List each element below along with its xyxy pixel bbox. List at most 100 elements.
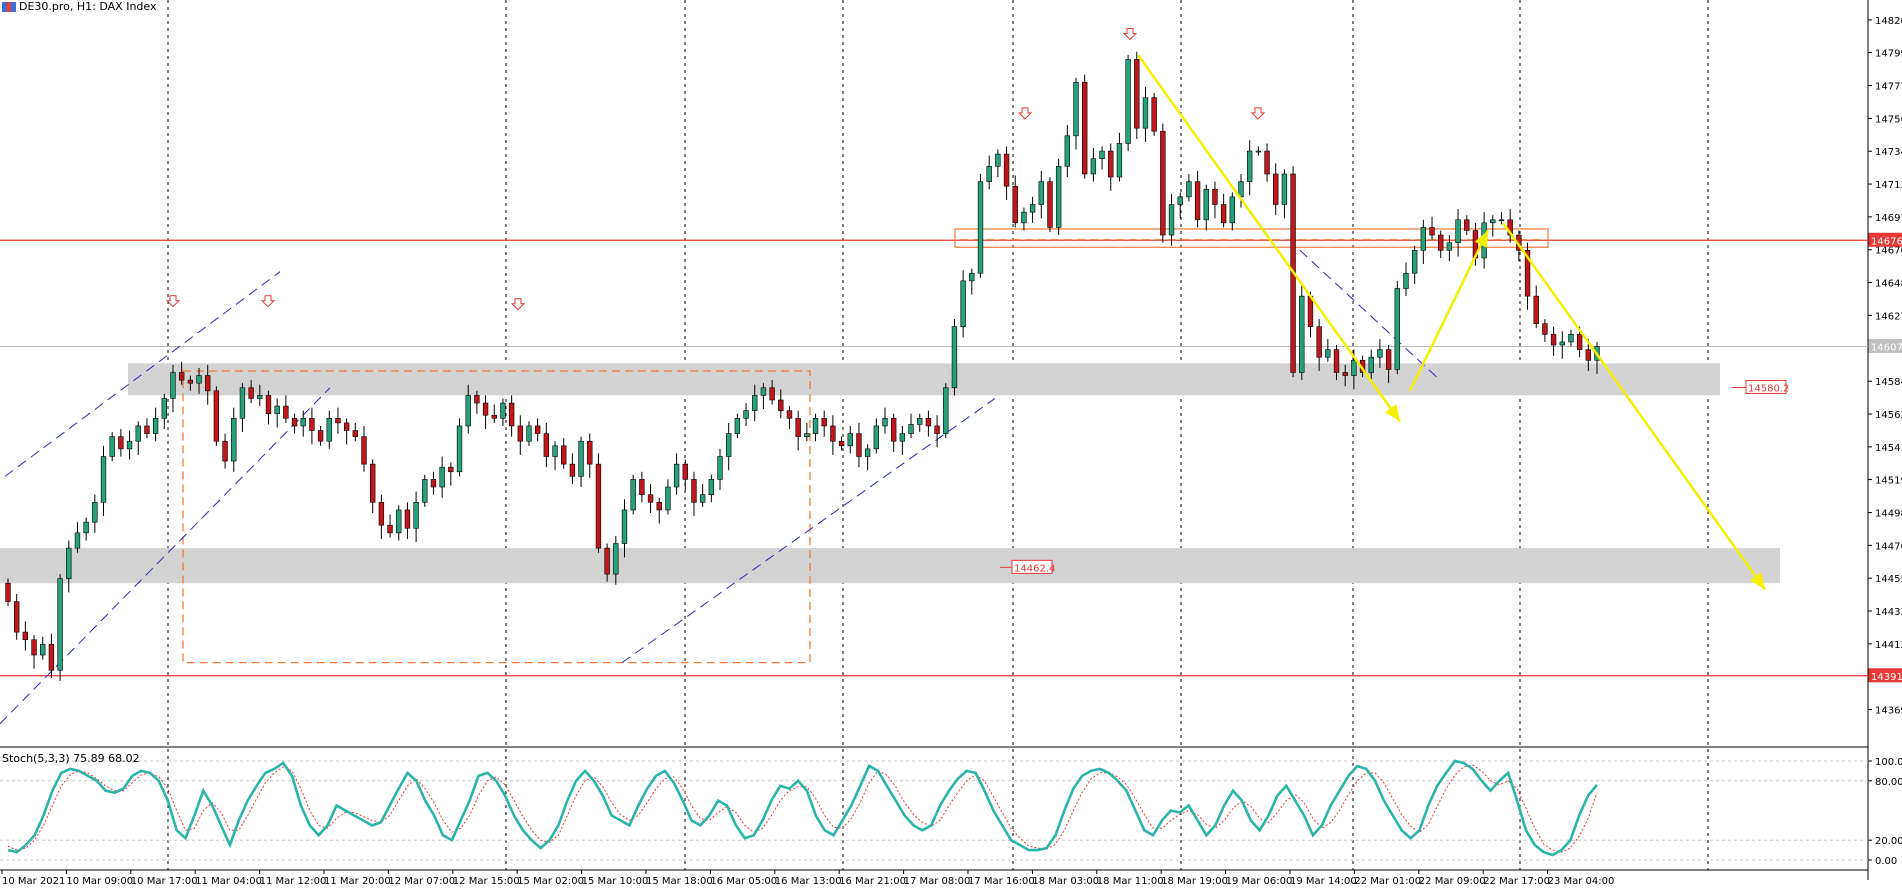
bearish-candle: [1012, 185, 1018, 224]
supply-zone: [128, 363, 1720, 396]
bearish-candle: [890, 418, 897, 442]
bearish-candle: [1194, 181, 1201, 221]
time-tick-label: 22 Mar 01:00: [1354, 876, 1421, 887]
bearish-candle: [1003, 153, 1010, 187]
bullish-candle: [752, 395, 758, 411]
bearish-candle: [343, 422, 350, 431]
bullish-candle: [1029, 204, 1036, 213]
bearish-candle: [1524, 250, 1531, 297]
current-price-label: 14607.0: [1871, 343, 1902, 354]
annotation-layer: [0, 27, 1746, 725]
time-tick-label: 11 Mar 20:00: [324, 876, 391, 887]
bearish-candle: [448, 466, 454, 473]
pivot-upper-label: 14580.2: [1748, 383, 1789, 394]
bullish-candle: [1559, 341, 1565, 346]
price-tick-label: 14562.8: [1875, 410, 1902, 421]
bullish-candle: [1420, 227, 1427, 251]
price-tick-label: 14584.3: [1875, 377, 1902, 388]
bearish-candle: [1160, 130, 1166, 236]
bearish-candle: [118, 436, 124, 450]
bearish-candle: [656, 502, 662, 511]
bearish-candle: [682, 463, 688, 480]
price-tick-label: 14369.3: [1875, 706, 1902, 717]
bearish-candle: [13, 601, 20, 633]
bullish-candle: [1177, 196, 1183, 205]
price-tick-label: 14519.9: [1875, 476, 1902, 487]
yellow-arrow-down-1: [1136, 54, 1402, 423]
bullish-candle: [500, 402, 506, 419]
bullish-candle: [943, 387, 949, 434]
yellow-arrow-up: [1408, 229, 1490, 392]
bearish-candle: [786, 410, 793, 419]
bearish-candle: [587, 440, 593, 465]
bullish-candle: [743, 410, 749, 419]
range-box: [182, 370, 811, 664]
bearish-candle: [205, 375, 211, 392]
chart-title: DE30.pro, H1: DAX Index: [19, 0, 157, 13]
bullish-candle: [699, 494, 706, 503]
bullish-candle: [231, 418, 237, 462]
bullish-candle: [665, 486, 671, 511]
bearish-candle: [639, 479, 645, 495]
bearish-candle: [543, 433, 550, 457]
bullish-candle: [1246, 150, 1253, 182]
bearish-candle: [187, 379, 194, 384]
current-price-label-box: [1868, 339, 1902, 354]
price-tick-label: 14713.4: [1875, 180, 1902, 191]
bearish-candle: [309, 418, 315, 431]
bullish-candle: [673, 463, 680, 488]
time-tick-label: 15 Mar 18:00: [646, 876, 713, 887]
bullish-candle: [170, 372, 176, 399]
bullish-candle: [126, 440, 133, 450]
bullish-candle: [465, 395, 471, 427]
bearish-candle: [795, 418, 801, 437]
bullish-candle: [396, 509, 402, 534]
bearish-candle: [830, 425, 836, 442]
bullish-candle: [92, 502, 98, 523]
bullish-candle: [1116, 143, 1123, 178]
bearish-candle: [821, 418, 827, 427]
bullish-candle: [326, 418, 332, 442]
bearish-candle: [561, 445, 567, 465]
bullish-candle: [1186, 181, 1192, 198]
bullish-candle: [969, 272, 975, 282]
bullish-candle: [1229, 196, 1235, 224]
background-layer: [0, 0, 1869, 880]
bearish-candle: [378, 502, 385, 526]
chart-window-icon: [2, 1, 16, 12]
bearish-candle: [31, 639, 37, 656]
price-tick-label: 14627.4: [1875, 311, 1902, 322]
bearish-candle: [925, 418, 932, 427]
yellow-arrow-down-1-head: [1385, 404, 1400, 422]
bearish-candle: [604, 547, 610, 575]
bearish-candle: [1212, 188, 1218, 205]
bullish-candle: [1064, 135, 1071, 167]
bullish-candle: [882, 418, 888, 427]
bearish-candle: [482, 402, 489, 416]
bearish-candle: [1264, 150, 1270, 175]
bearish-candle: [387, 524, 393, 534]
bullish-candle: [274, 405, 280, 415]
bullish-candle: [1038, 181, 1044, 205]
bearish-candle: [1134, 59, 1140, 129]
bullish-candle: [1203, 188, 1209, 221]
price-tick-label: 14670.4: [1875, 246, 1902, 257]
time-tick-label: 18 Mar 19:00: [1161, 876, 1228, 887]
bullish-candle: [1446, 242, 1453, 251]
bullish-candle: [812, 418, 819, 434]
bearish-candle: [1273, 173, 1279, 205]
grid-layer: [167, 0, 1709, 870]
bullish-candle: [864, 448, 871, 457]
bullish-candle: [1403, 272, 1409, 289]
stoch-tick-label: 100.00: [1875, 757, 1902, 768]
bullish-candle: [899, 433, 906, 442]
time-tick-label: 23 Mar 04:00: [1548, 876, 1615, 887]
bearish-candle: [1108, 150, 1114, 178]
bullish-candle: [986, 166, 992, 182]
bullish-candle: [621, 509, 628, 544]
bearish-candle: [1464, 219, 1470, 231]
bullish-candle: [152, 418, 159, 434]
bullish-candle: [1125, 59, 1131, 144]
bullish-candle: [977, 181, 984, 274]
